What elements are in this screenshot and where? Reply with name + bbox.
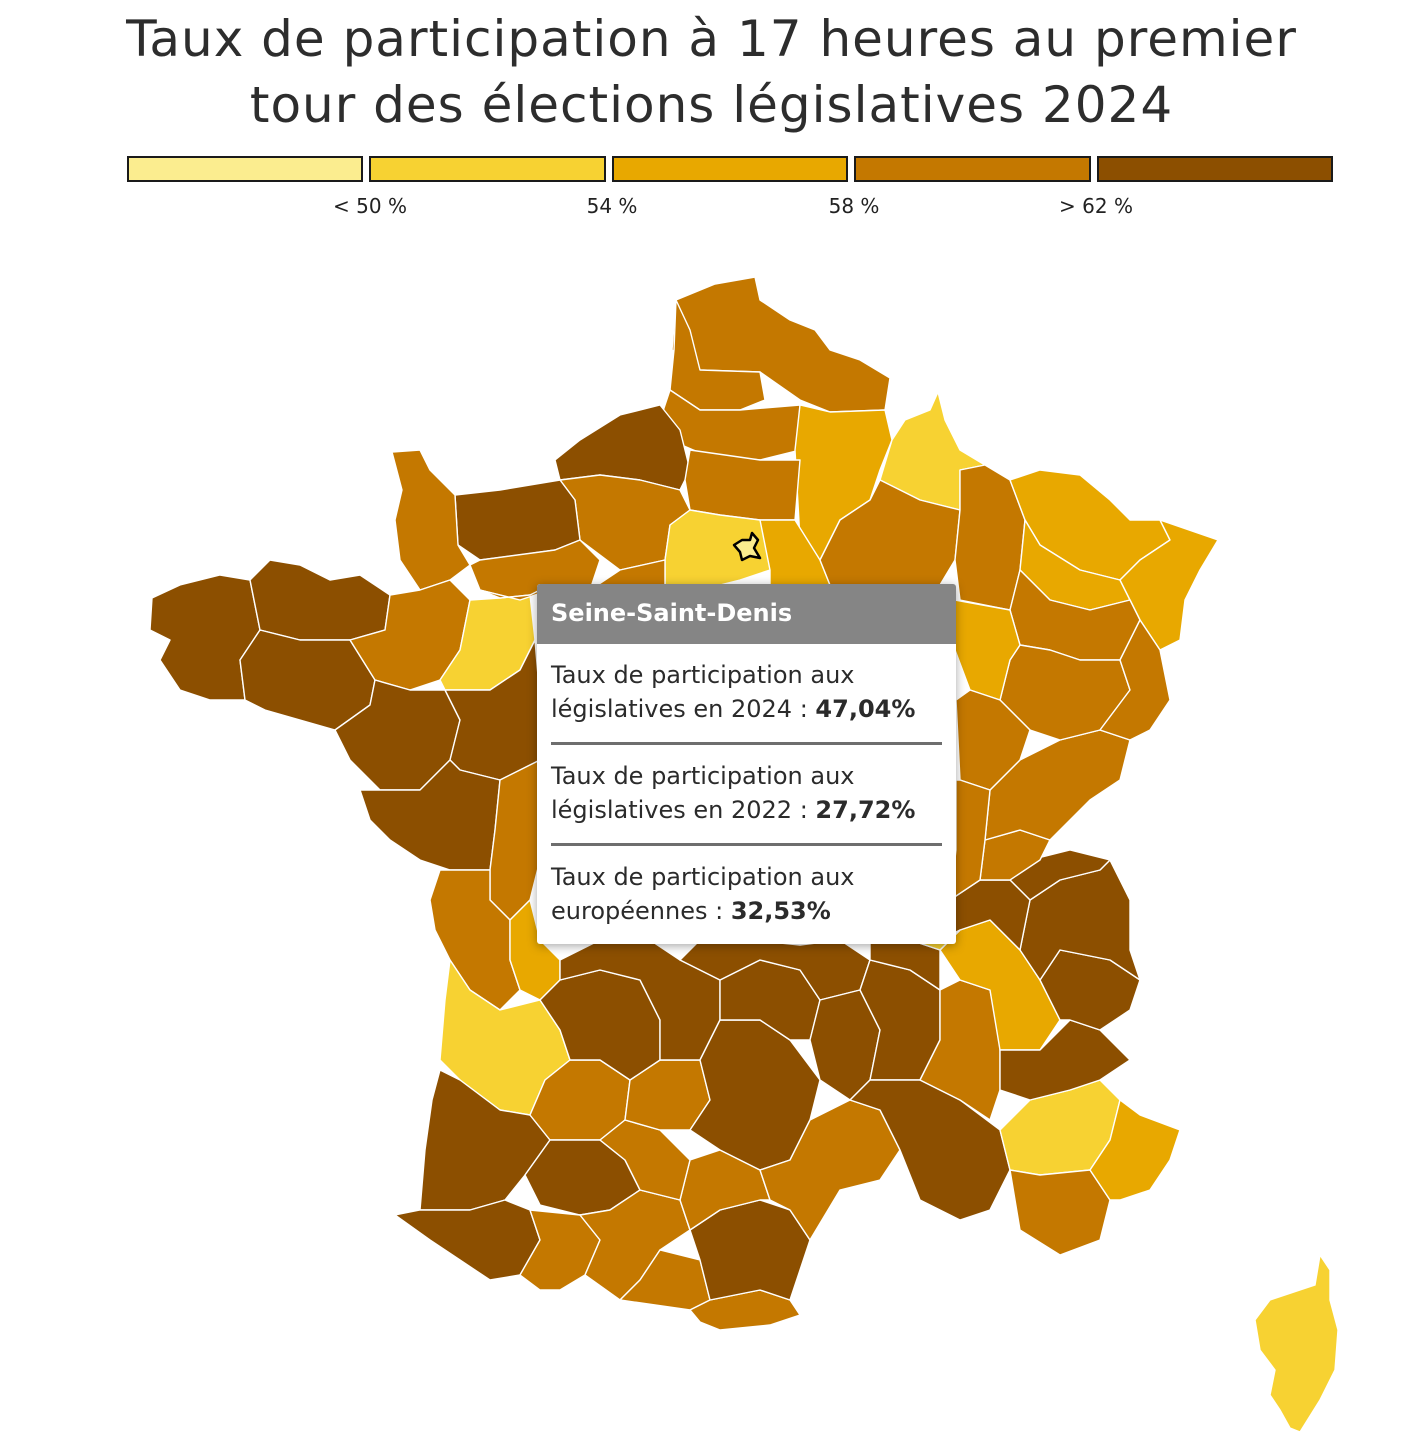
legend-swatch-3 (611, 156, 849, 182)
legend-swatch-1 (127, 156, 364, 182)
tooltip-row-value: 27,72% (815, 796, 916, 824)
tooltip-row-value: 32,53% (730, 897, 831, 925)
department-oise[interactable] (684, 449, 801, 521)
department-corse[interactable] (1254, 1253, 1339, 1433)
department-territoire-de-belfort[interactable] (1099, 619, 1171, 741)
department-landes[interactable] (419, 1069, 551, 1211)
legend-tick-3: 58 % (828, 194, 880, 218)
department-alpes-de-haute-provence[interactable] (999, 1019, 1131, 1101)
department-cotes-darmor[interactable] (249, 559, 391, 641)
department-bouches-du-rhone[interactable] (1009, 1169, 1111, 1256)
legend-swatch-2 (369, 156, 606, 182)
tooltip-row-value: 47,04% (815, 695, 916, 723)
tooltip-row-2024: Taux de participation aux législatives e… (551, 644, 942, 742)
department-charente-maritime[interactable] (429, 869, 521, 1011)
department-haute-marne[interactable] (954, 599, 1021, 701)
department-herault[interactable] (759, 1099, 901, 1241)
legend-swatch-5 (1096, 156, 1334, 182)
department-tooltip: Seine-Saint-Denis Taux de participation … (537, 584, 956, 944)
tooltip-row-2022: Taux de participation aux législatives e… (551, 742, 942, 843)
department-pyrenees-atlantiques[interactable] (394, 1199, 541, 1281)
legend-tick-2: 54 % (586, 194, 638, 218)
department-var[interactable] (1089, 1099, 1181, 1201)
tooltip-row-label: Taux de participation aux législatives e… (551, 661, 855, 723)
tooltip-row-europeennes: Taux de participation aux européennes : … (551, 843, 942, 944)
color-legend (127, 156, 1334, 186)
department-manche[interactable] (391, 449, 471, 591)
legend-swatch-4 (854, 156, 1091, 182)
department-pas-de-calais[interactable] (669, 299, 766, 411)
department-seine-saint-denis[interactable] (732, 531, 762, 562)
tooltip-row-label: Taux de participation aux législatives e… (551, 762, 855, 824)
tooltip-row-label: Taux de participation aux européennes : (551, 863, 855, 925)
legend-tick-4: > 62 % (1059, 194, 1133, 218)
legend-tick-1: < 50 % (333, 194, 407, 218)
title-line-1: Taux de participation à 17 heures au pre… (126, 10, 1297, 68)
map-title: Taux de participation à 17 heures au pre… (0, 6, 1423, 138)
title-line-2: tour des élections législatives 2024 (249, 76, 1174, 134)
tooltip-department-name: Seine-Saint-Denis (537, 584, 956, 644)
